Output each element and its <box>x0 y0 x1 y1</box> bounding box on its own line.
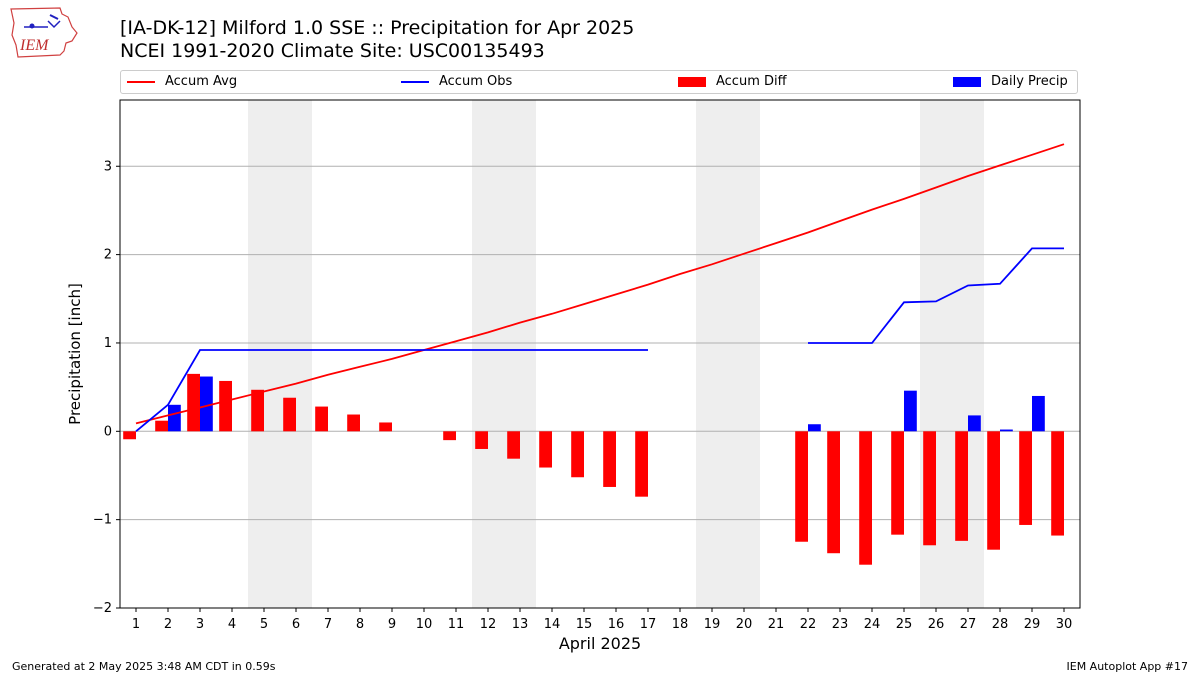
daily-precip-bar <box>1032 395 1045 432</box>
x-tick-label: 18 <box>672 617 689 632</box>
x-tick-label: 11 <box>448 617 465 632</box>
x-tick-label: 23 <box>832 617 849 632</box>
accum-diff-bar <box>1051 431 1064 536</box>
x-tick-label: 2 <box>164 617 172 632</box>
accum-diff-bar <box>443 431 456 441</box>
accum-diff-bar <box>219 380 232 432</box>
accum-diff-bar <box>955 431 968 541</box>
x-tick-label: 7 <box>324 617 332 632</box>
accum-diff-bar <box>123 431 136 440</box>
legend-item-accum-diff: Accum Diff <box>678 74 787 89</box>
accum-avg-line <box>135 143 1065 425</box>
x-tick-label: 19 <box>704 617 721 632</box>
x-tick-label: 30 <box>1056 617 1073 632</box>
daily-precip-bar <box>200 376 213 432</box>
legend-item-accum-obs: Accum Obs <box>401 74 512 89</box>
accum-diff-bar <box>187 373 200 432</box>
legend-item-daily-precip: Daily Precip <box>953 74 1068 89</box>
x-tick-label: 12 <box>480 617 497 632</box>
accum-diff-bar <box>891 431 904 535</box>
accum-obs-line <box>135 349 648 432</box>
accum-diff-bar <box>507 431 520 459</box>
accum-diff-bar <box>155 420 168 432</box>
x-tick-label: 22 <box>800 617 817 632</box>
daily-precip-bar <box>808 424 821 432</box>
accum-diff-bar <box>571 431 584 478</box>
generated-timestamp: Generated at 2 May 2025 3:48 AM CDT in 0… <box>12 660 276 673</box>
y-tick-label: −1 <box>93 513 112 528</box>
x-tick-label: 28 <box>992 617 1009 632</box>
x-tick-label: 15 <box>576 617 593 632</box>
legend-label: Accum Avg <box>165 74 238 89</box>
legend-item-accum-avg: Accum Avg <box>127 74 237 89</box>
legend-label: Accum Diff <box>716 74 787 89</box>
x-tick-label: 5 <box>260 617 268 632</box>
x-tick-label: 16 <box>608 617 625 632</box>
daily-precip-bar <box>968 415 981 432</box>
x-tick-label: 10 <box>416 617 433 632</box>
x-tick-label: 20 <box>736 617 753 632</box>
x-tick-label: 3 <box>196 617 204 632</box>
accum-diff-bar <box>251 389 264 432</box>
y-tick-label: −2 <box>93 601 112 616</box>
x-tick-label: 8 <box>356 617 364 632</box>
accum-diff-bar <box>859 431 872 565</box>
logo-text: IEM <box>19 37 50 54</box>
accum-diff-bar <box>539 431 552 468</box>
plot-frame <box>119 99 1081 609</box>
accum-diff-bar <box>315 406 328 432</box>
legend: Accum Avg Accum Obs Accum Diff Daily Pre… <box>120 70 1078 94</box>
daily-precip-bar <box>904 390 917 432</box>
x-tick-label: 17 <box>640 617 657 632</box>
x-tick-label: 21 <box>768 617 785 632</box>
y-tick-label: 0 <box>104 424 112 439</box>
weekend-shade <box>248 100 312 608</box>
y-tick-label: 3 <box>104 159 112 174</box>
x-tick-label: 27 <box>960 617 977 632</box>
accum-diff-bar <box>379 422 392 432</box>
weekend-shade <box>696 100 760 608</box>
accum-diff-bar <box>635 431 648 497</box>
chart-title: [IA-DK-12] Milford 1.0 SSE :: Precipitat… <box>120 17 635 39</box>
accum-diff-bar <box>827 431 840 554</box>
y-tick-label: 1 <box>104 336 112 351</box>
y-axis-label: Precipitation [inch] <box>66 283 84 425</box>
x-axis-label: April 2025 <box>559 634 641 653</box>
accum-diff-bar <box>283 397 296 432</box>
accum-diff-bar <box>1019 431 1032 525</box>
x-tick-label: 24 <box>864 617 881 632</box>
iem-logo: IEM <box>10 7 78 58</box>
accum-diff-bar <box>603 431 616 487</box>
app-label: IEM Autoplot App #17 <box>1066 660 1189 673</box>
x-tick-label: 9 <box>388 617 396 632</box>
x-tick-label: 6 <box>292 617 300 632</box>
accum-diff-bar <box>987 431 1000 550</box>
x-tick-label: 13 <box>512 617 529 632</box>
x-tick-label: 25 <box>896 617 913 632</box>
legend-label: Daily Precip <box>991 74 1068 89</box>
x-tick-label: 1 <box>132 617 140 632</box>
legend-label: Accum Obs <box>439 74 513 89</box>
x-tick-label: 14 <box>544 617 561 632</box>
y-tick-label: 2 <box>104 248 112 263</box>
daily-precip-bar <box>168 404 181 432</box>
accum-obs-line <box>808 247 1064 344</box>
x-tick-label: 4 <box>228 617 236 632</box>
chart-subtitle: NCEI 1991-2020 Climate Site: USC00135493 <box>120 40 545 62</box>
accum-diff-bar <box>923 431 936 546</box>
accum-diff-bar <box>795 431 808 542</box>
x-tick-label: 29 <box>1024 617 1041 632</box>
weekend-shade <box>472 100 536 608</box>
daily-precip-bar <box>1000 429 1013 432</box>
x-tick-label: 26 <box>928 617 945 632</box>
accum-diff-bar <box>347 414 360 432</box>
accum-diff-bar <box>475 431 488 449</box>
